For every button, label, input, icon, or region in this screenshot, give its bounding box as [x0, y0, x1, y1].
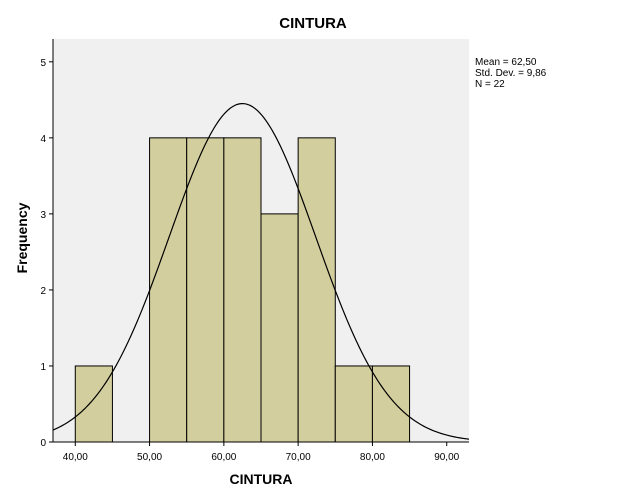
- stat-n: N = 22: [475, 79, 505, 90]
- y-axis-title: Frequency: [14, 202, 30, 273]
- y-tick-label: 0: [40, 438, 46, 449]
- chart-title: CINTURA: [279, 15, 347, 32]
- bar-55-60: [186, 137, 225, 443]
- y-tick-label: 5: [40, 58, 46, 69]
- x-tick-label: 90,00: [434, 452, 459, 463]
- normal-curve: [52, 102, 470, 440]
- bar-50-55: [149, 137, 188, 443]
- bar-70-75: [297, 137, 336, 443]
- bar-60-65: [223, 137, 262, 443]
- bar-65-70: [260, 213, 299, 443]
- x-tick-label: 80,00: [360, 452, 385, 463]
- x-axis-title: CINTURA: [230, 471, 293, 487]
- x-tick-label: 70,00: [286, 452, 311, 463]
- bar-80-85: [371, 365, 411, 443]
- stat-mean: Mean = 62,50: [475, 57, 537, 68]
- x-tick-label: 50,00: [137, 452, 162, 463]
- x-tick-label: 40,00: [63, 452, 88, 463]
- bar-40-45: [74, 365, 113, 443]
- y-tick-label: 3: [40, 210, 46, 221]
- stats-box: Mean = 62,50 Std. Dev. = 9,86 N = 22: [475, 57, 546, 90]
- y-tick-label: 1: [40, 362, 46, 373]
- bar-75-80: [334, 365, 373, 443]
- bars-group: [74, 137, 411, 443]
- y-tick-label: 2: [40, 286, 46, 297]
- axes-group: 40,00 50,00 60,00 70,00 80,00 90,00 0 1 2 3 4 5: [40, 39, 469, 463]
- y-tick-label: 4: [40, 134, 46, 145]
- stat-std-dev: Std. Dev. = 9,86: [475, 68, 547, 79]
- x-tick-label: 60,00: [211, 452, 236, 463]
